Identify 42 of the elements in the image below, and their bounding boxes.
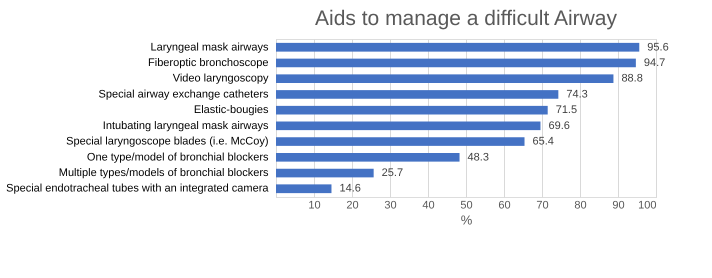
x-tick-label: 70 [536, 200, 549, 212]
data-label: 88.8 [621, 72, 643, 85]
y-tick-label: Elastic-bougies [194, 104, 269, 116]
y-tick-label: Fiberoptic bronchoscope [148, 56, 268, 69]
y-tick-label: Video laryngoscopy [172, 72, 269, 85]
x-tick-label: 80 [574, 200, 587, 212]
y-tick-label: One type/model of bronchial blockers [86, 151, 269, 164]
data-label: 14.6 [339, 182, 361, 195]
x-tick-label: 100 [638, 200, 656, 212]
data-label: 25.7 [382, 167, 404, 180]
x-tick-label: 10 [308, 200, 321, 212]
data-label: 95.6 [647, 41, 669, 54]
bar [276, 58, 636, 68]
x-axis-title: % [460, 212, 473, 228]
bar [276, 137, 525, 146]
y-tick-label: Special endotracheal tubes with an integrated camera [6, 182, 270, 195]
y-tick-label: Intubating laryngeal mask airways [102, 120, 269, 132]
bar [276, 184, 332, 194]
bar [276, 42, 640, 52]
data-label: 71.5 [556, 104, 578, 116]
data-label: 94.7 [644, 56, 666, 69]
data-label: 48.3 [468, 151, 489, 164]
bar [276, 168, 374, 178]
x-tick-label: 90 [612, 200, 625, 212]
x-tick-label: 50 [460, 200, 473, 212]
y-tick-label: Laryngeal mask airways [150, 41, 269, 54]
x-tick-label: 30 [384, 200, 397, 212]
bar [276, 152, 460, 162]
bar [276, 74, 614, 84]
x-tick-label: 20 [346, 200, 359, 212]
chart-title: Aids to manage a difficult Airway [315, 7, 618, 30]
x-tick-label: 40 [422, 200, 435, 212]
x-tick-label: 60 [498, 200, 511, 212]
bar [276, 122, 540, 130]
y-tick-label: Special laryngoscope blades (i.e. McCoy) [66, 136, 268, 148]
data-label: 65.4 [532, 136, 554, 148]
bar [276, 106, 548, 114]
data-label: 69.6 [548, 120, 570, 132]
data-label: 74.3 [566, 88, 588, 100]
y-tick-label: Special airway exchange catheters [98, 88, 269, 100]
bar [276, 90, 558, 99]
y-tick-label: Multiple types/models of bronchial blockers [58, 167, 269, 180]
